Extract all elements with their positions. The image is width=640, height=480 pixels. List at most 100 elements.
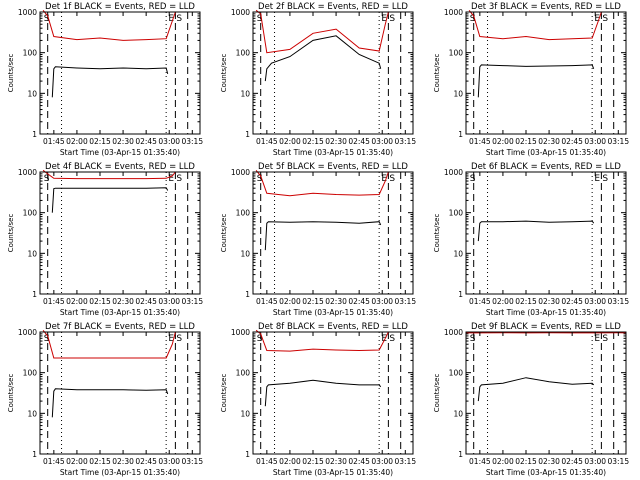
x-tick-label: 02:30 [325, 297, 347, 306]
series-line-lld [42, 9, 176, 41]
x-tick-label: 03:00 [584, 137, 606, 146]
x-tick-label: 02:45 [561, 137, 583, 146]
panel-title: Det 2f BLACK = Events, RED = LLD [258, 2, 408, 12]
x-axis-label: Start Time (03-Apr-15 01:35:40) [273, 308, 393, 317]
y-axis-label: Counts/sec [433, 214, 441, 253]
x-tick-label: 02:45 [561, 297, 583, 306]
marker-label-intermediate: I [47, 334, 50, 344]
plot-frame [465, 11, 627, 135]
x-tick-label: 03:00 [371, 137, 393, 146]
x-tick-label: 03:00 [158, 137, 180, 146]
marker-label-end: E [168, 174, 174, 184]
x-tick-label: 02:00 [279, 137, 301, 146]
x-tick-label: 01:45 [256, 297, 278, 306]
series-line-events [264, 35, 382, 82]
y-tick-label: 10 [240, 89, 250, 98]
series-line-lld [42, 169, 176, 180]
marker-label-start: S [44, 334, 50, 344]
y-tick-label: 100 [449, 49, 464, 58]
x-tick-label: 02:00 [279, 297, 301, 306]
marker-label-start: S [470, 14, 476, 24]
x-axis-label: Start Time (03-Apr-15 01:35:40) [486, 468, 606, 477]
x-tick-label: 02:15 [89, 457, 111, 466]
x-tick-label: 02:15 [302, 137, 324, 146]
y-axis-label: Counts/sec [220, 214, 228, 253]
y-tick-label: 1000 [231, 168, 250, 177]
y-tick-label: 10 [27, 409, 37, 418]
y-tick-label: 1 [458, 130, 463, 139]
panel-title: Det 8f BLACK = Events, RED = LLD [258, 322, 408, 332]
marker-label-start-next: S [389, 174, 395, 184]
x-tick-label: 02:45 [135, 457, 157, 466]
x-tick-label: 03:00 [158, 457, 180, 466]
marker-label-start: S [257, 14, 263, 24]
x-tick-label: 01:45 [469, 457, 491, 466]
y-tick-label: 1000 [444, 8, 463, 17]
y-tick-label: 1 [245, 450, 250, 459]
y-axis-label: Counts/sec [433, 54, 441, 93]
y-tick-label: 100 [236, 209, 251, 218]
y-tick-label: 1000 [18, 8, 37, 17]
panel-title: Det 1f BLACK = Events, RED = LLD [45, 2, 195, 12]
x-tick-label: 03:15 [607, 457, 629, 466]
marker-label-end: E [381, 14, 387, 24]
x-axis-label: Start Time (03-Apr-15 01:35:40) [60, 468, 180, 477]
marker-label-intermediate: I [47, 14, 50, 24]
y-tick-label: 1 [458, 450, 463, 459]
series-line-lld [42, 329, 176, 359]
marker-label-start-next: S [176, 174, 182, 184]
x-tick-label: 02:15 [515, 137, 537, 146]
x-tick-label: 02:45 [348, 297, 370, 306]
x-tick-label: 02:15 [89, 137, 111, 146]
x-tick-label: 03:15 [607, 297, 629, 306]
panel-det-9f: Det 9f BLACK = Events, RED = LLD Counts/s… [433, 322, 629, 477]
y-tick-label: 1000 [18, 168, 37, 177]
x-tick-label: 02:00 [66, 137, 88, 146]
x-tick-label: 02:30 [538, 457, 560, 466]
x-axis-label: Start Time (03-Apr-15 01:35:40) [273, 148, 393, 157]
y-tick-label: 10 [453, 249, 463, 258]
y-tick-label: 1 [245, 290, 250, 299]
x-axis-label: Start Time (03-Apr-15 01:35:40) [486, 308, 606, 317]
y-tick-label: 1 [32, 290, 37, 299]
x-tick-label: 02:00 [492, 137, 514, 146]
series-line-events [477, 220, 595, 242]
series-line-events [264, 221, 382, 251]
x-tick-label: 03:00 [584, 457, 606, 466]
y-tick-label: 1000 [18, 328, 37, 337]
marker-label-start: S [257, 174, 263, 184]
marker-label-end: E [381, 174, 387, 184]
marker-label-intermediate: I [47, 174, 50, 184]
panel-det-5f: Det 5f BLACK = Events, RED = LLD Counts/s… [220, 162, 416, 317]
x-tick-label: 03:15 [181, 297, 203, 306]
y-axis-label: Counts/sec [7, 374, 15, 413]
panel-det-1f: Det 1f BLACK = Events, RED = LLD Counts/s… [7, 2, 203, 157]
x-axis-label: Start Time (03-Apr-15 01:35:40) [60, 308, 180, 317]
marker-label-start: S [257, 334, 263, 344]
y-tick-label: 100 [23, 209, 38, 218]
panel-det-6f: Det 6f BLACK = Events, RED = LLD Counts/s… [433, 162, 629, 317]
x-tick-label: 01:45 [43, 457, 65, 466]
x-tick-label: 02:00 [279, 457, 301, 466]
marker-label-start: S [44, 174, 50, 184]
y-tick-label: 10 [453, 89, 463, 98]
x-tick-label: 03:00 [371, 457, 393, 466]
y-tick-label: 100 [449, 209, 464, 218]
plot-frame [39, 331, 201, 455]
x-tick-label: 02:15 [515, 297, 537, 306]
marker-label-end: E [594, 14, 600, 24]
y-axis-label: Counts/sec [7, 214, 15, 253]
series-line-lld [255, 9, 389, 54]
x-tick-label: 02:45 [561, 457, 583, 466]
marker-label-start-next: S [602, 174, 608, 184]
y-tick-label: 1 [32, 130, 37, 139]
marker-label-start: S [44, 14, 50, 24]
x-axis-label: Start Time (03-Apr-15 01:35:40) [60, 148, 180, 157]
panel-det-7f: Det 7f BLACK = Events, RED = LLD Counts/s… [7, 322, 203, 477]
plot-frame [39, 11, 201, 135]
plot-frame [39, 171, 201, 295]
y-tick-label: 1000 [444, 168, 463, 177]
plot-frame [252, 171, 414, 295]
x-tick-label: 02:00 [492, 297, 514, 306]
x-tick-label: 02:45 [348, 137, 370, 146]
